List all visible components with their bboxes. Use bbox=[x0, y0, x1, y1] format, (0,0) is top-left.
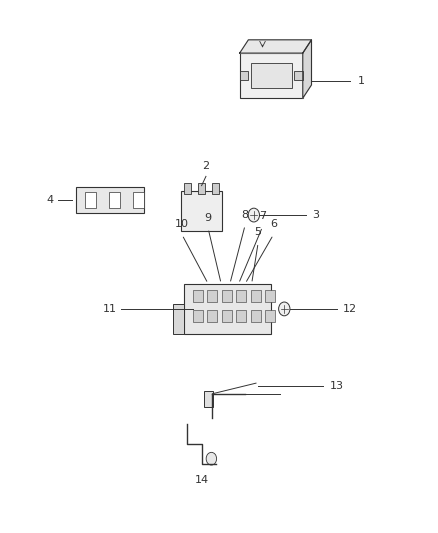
Bar bbox=[222, 310, 232, 322]
Bar bbox=[77, 187, 144, 214]
Text: 2: 2 bbox=[202, 161, 209, 171]
Bar bbox=[85, 192, 96, 208]
Bar bbox=[251, 290, 261, 302]
Text: 12: 12 bbox=[343, 304, 357, 314]
Bar bbox=[240, 53, 303, 98]
Bar bbox=[184, 284, 271, 334]
Bar bbox=[237, 290, 246, 302]
Text: 7: 7 bbox=[259, 212, 266, 221]
Bar bbox=[198, 183, 205, 193]
Polygon shape bbox=[240, 40, 311, 53]
Bar bbox=[184, 183, 191, 193]
Bar bbox=[133, 192, 144, 208]
Bar bbox=[251, 310, 261, 322]
Bar bbox=[212, 183, 219, 193]
Bar bbox=[294, 71, 303, 80]
Text: 9: 9 bbox=[205, 213, 212, 223]
Text: 1: 1 bbox=[358, 76, 365, 86]
Bar bbox=[109, 192, 120, 208]
Bar bbox=[240, 71, 248, 80]
Bar bbox=[208, 310, 217, 322]
Text: 11: 11 bbox=[103, 304, 117, 314]
Bar bbox=[208, 290, 217, 302]
Text: 3: 3 bbox=[313, 210, 320, 220]
Circle shape bbox=[279, 302, 290, 316]
Text: 5: 5 bbox=[254, 228, 261, 237]
Bar bbox=[173, 304, 184, 334]
Bar bbox=[222, 290, 232, 302]
Text: 13: 13 bbox=[330, 381, 344, 391]
Bar bbox=[193, 290, 203, 302]
Bar bbox=[265, 290, 276, 302]
Text: 4: 4 bbox=[46, 195, 53, 205]
Circle shape bbox=[206, 453, 217, 465]
Text: 8: 8 bbox=[241, 210, 249, 220]
Polygon shape bbox=[303, 40, 311, 98]
Text: 10: 10 bbox=[175, 220, 189, 229]
Text: 6: 6 bbox=[270, 220, 277, 229]
Bar bbox=[265, 310, 276, 322]
Bar bbox=[237, 310, 246, 322]
Circle shape bbox=[248, 208, 259, 222]
Text: 14: 14 bbox=[194, 474, 208, 484]
Bar bbox=[204, 391, 213, 407]
Bar bbox=[181, 191, 222, 231]
Bar bbox=[251, 63, 292, 88]
Bar bbox=[193, 310, 203, 322]
